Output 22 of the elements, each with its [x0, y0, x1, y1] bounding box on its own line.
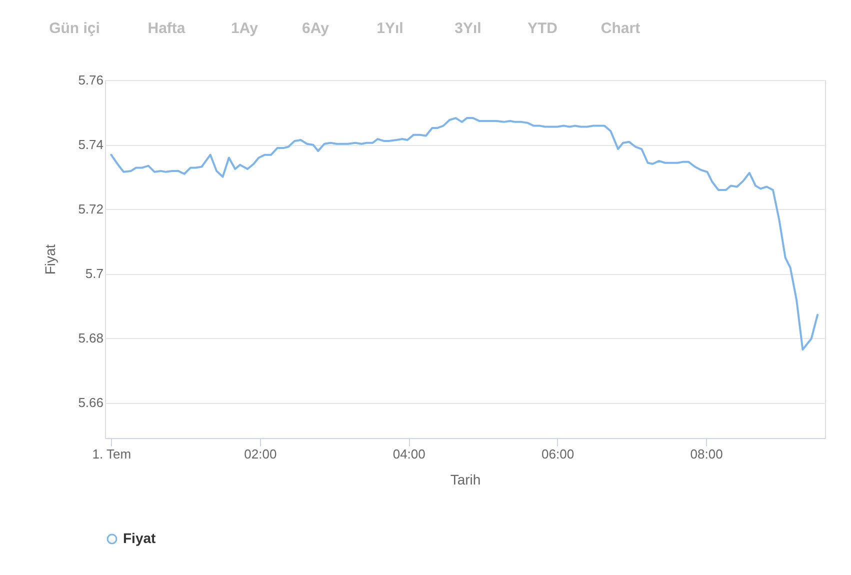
x-axis-title: Tarih: [450, 472, 481, 488]
text: YTD: [528, 20, 558, 37]
y-tick-label: 5.74: [78, 137, 104, 152]
text: Gün içi: [49, 20, 100, 37]
text: Hafta: [148, 20, 186, 37]
y-tick-label: 5.72: [78, 202, 104, 217]
x-tick-label: 04:00: [392, 446, 426, 462]
x-tick-label: 08:00: [690, 446, 723, 462]
y-axis-title: Fiyat: [42, 244, 58, 275]
y-tick-label: 5.66: [78, 395, 104, 410]
legend-label: Fiyat: [123, 530, 156, 546]
text: 6Ay: [302, 20, 330, 37]
x-tick-label: 06:00: [542, 446, 574, 462]
y-tick-label: 5.76: [78, 72, 104, 88]
text: 1Yıl: [376, 20, 404, 37]
text: 3Yıl: [454, 20, 482, 37]
text: 1Ay: [231, 20, 259, 37]
x-tick-label: 1. Tem: [92, 446, 132, 462]
y-tick-label: 5.68: [78, 330, 104, 346]
y-tick-label: 5.7: [85, 266, 104, 282]
x-tick-label: 02:00: [244, 446, 277, 462]
text: Chart: [600, 20, 640, 37]
